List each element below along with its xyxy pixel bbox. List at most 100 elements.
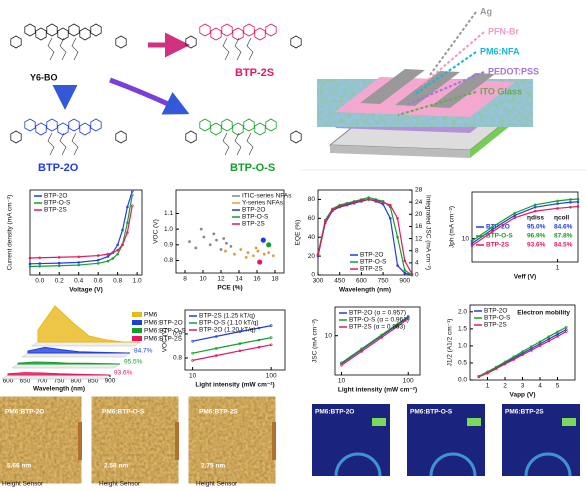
x-tick-label: 10 <box>338 378 346 385</box>
marker <box>403 259 407 263</box>
marker <box>214 354 218 357</box>
legend-label: PM6 <box>144 312 158 319</box>
x-tick-label: 10 <box>189 373 197 380</box>
colorbar <box>272 422 276 460</box>
y2-tick-label: 24 <box>415 199 423 206</box>
side-chain <box>246 37 254 61</box>
point <box>260 237 266 243</box>
side-chain <box>222 132 230 156</box>
side-chain <box>59 37 67 61</box>
y-tick-label: 0.5 <box>458 360 467 367</box>
series-line <box>472 201 578 244</box>
marker <box>57 264 61 268</box>
afm-image <box>99 404 171 476</box>
marker <box>491 228 494 231</box>
marker <box>381 200 385 204</box>
marker <box>538 344 542 347</box>
y-label: JSC (mA cm⁻²) <box>312 319 319 363</box>
series-line <box>472 198 578 242</box>
ring <box>24 118 36 132</box>
ring <box>10 130 22 144</box>
marker <box>269 324 273 327</box>
afm-roughness: 2.58 nm <box>104 463 128 470</box>
marker <box>547 339 551 343</box>
ring <box>221 23 233 37</box>
table-cell: 93.6% <box>527 242 546 249</box>
legend-label: BTP-O-S (α = 0.961) <box>349 317 409 324</box>
marker <box>126 221 129 225</box>
plane <box>31 341 141 347</box>
layer-label: PEDOT:PSS <box>488 66 539 76</box>
point <box>239 248 243 251</box>
table-header: ηcoll <box>554 215 569 222</box>
marker <box>269 343 273 347</box>
marker <box>403 268 407 272</box>
ring <box>265 118 277 132</box>
marker <box>340 363 343 367</box>
marker <box>533 203 537 207</box>
marker <box>538 340 542 344</box>
series-area <box>17 361 121 365</box>
x-tick-label: 0.8 <box>113 278 122 285</box>
marker <box>191 359 194 362</box>
ring <box>79 27 91 41</box>
annotation: 84.7% <box>134 348 153 355</box>
legend-swatch <box>132 320 142 325</box>
x-tick-label: 16 <box>253 276 261 283</box>
x-tick-label: 2 <box>503 383 507 390</box>
side-chain <box>59 132 67 156</box>
layer-label: PFN-Br <box>488 26 519 36</box>
y-tick-label: 1.0 <box>164 226 173 233</box>
point <box>194 246 198 250</box>
x-tick-label: 0.2 <box>55 278 64 285</box>
series-line <box>30 194 133 268</box>
marker <box>338 204 341 208</box>
giwaxs-label: PM6:BTP-2S <box>505 409 544 416</box>
x-tick-label: 12 <box>217 276 225 283</box>
point <box>202 235 206 239</box>
y-tick-label: 80 <box>308 196 316 203</box>
marker <box>38 256 42 260</box>
marker <box>389 203 392 207</box>
marker <box>396 217 399 220</box>
annotation: 93.6% <box>114 370 133 377</box>
marker <box>521 350 524 354</box>
side-chain <box>234 37 242 61</box>
x-tick-label: 0.6 <box>94 278 103 285</box>
table-cell: 84.6% <box>554 224 573 231</box>
legend-label: BTP-2S <box>44 207 67 214</box>
y-tick-label: 0.8 <box>164 257 173 264</box>
ring <box>35 122 47 136</box>
marker <box>547 335 551 339</box>
y-tick-label: 1.1 <box>164 210 173 217</box>
point <box>222 237 226 240</box>
ring <box>10 35 22 49</box>
marker <box>214 335 218 338</box>
table-cell: 84.5% <box>554 242 573 249</box>
series-line <box>318 196 412 275</box>
marker <box>389 217 392 220</box>
y-tick-label: 40 <box>308 234 316 241</box>
lamellar-peak <box>467 418 481 426</box>
y-tick-label: 0 <box>311 272 315 279</box>
x-tick-label: 5 <box>556 383 560 390</box>
point <box>246 251 250 255</box>
marker <box>116 243 119 247</box>
marker <box>57 255 61 259</box>
plane <box>21 352 131 358</box>
device-stack <box>328 69 522 158</box>
series-area <box>37 305 140 343</box>
marker <box>96 262 100 265</box>
ring <box>265 23 277 37</box>
marker <box>533 205 537 209</box>
marker <box>96 254 100 257</box>
point <box>271 254 275 258</box>
series-line <box>318 198 412 275</box>
series-line <box>341 318 409 366</box>
y2-tick-label: 16 <box>415 223 423 230</box>
marker <box>360 350 363 353</box>
y2-tick-label: 0 <box>415 272 419 279</box>
marker <box>512 358 516 361</box>
legend-label: BTP-2S (α = 0.963) <box>349 324 405 331</box>
molecule-label: Y6-BO <box>30 72 58 82</box>
